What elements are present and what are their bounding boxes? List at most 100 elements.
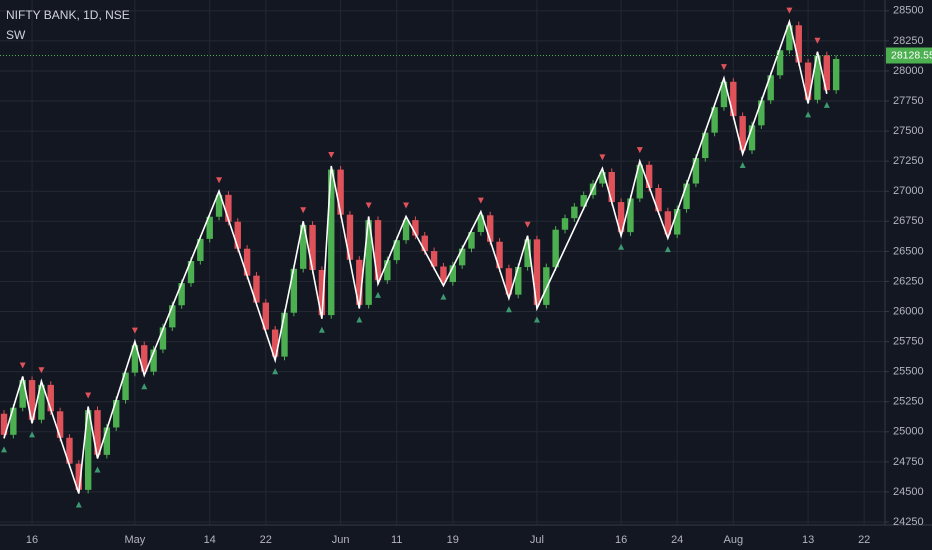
candle-body — [300, 224, 307, 269]
candle-body — [374, 220, 382, 281]
x-tick-label: May — [125, 534, 146, 546]
pivot-low-marker — [533, 316, 540, 323]
candle-body — [131, 345, 139, 373]
y-tick-label: 24750 — [893, 456, 924, 468]
candle-body — [215, 194, 223, 217]
pivot-low-marker — [29, 431, 36, 438]
candle-body — [515, 267, 522, 295]
y-tick-label: 26250 — [893, 275, 924, 287]
y-tick-label: 24500 — [893, 486, 924, 498]
plot — [0, 7, 885, 508]
pivot-high-marker — [300, 207, 307, 214]
candle-body — [225, 194, 232, 222]
pivot-high-marker — [786, 7, 793, 14]
candle-body — [402, 220, 410, 241]
candle-body — [552, 229, 559, 268]
pivot-low-marker — [318, 326, 325, 333]
pivot-high-marker — [131, 327, 138, 334]
x-tick-label: Jul — [530, 534, 544, 546]
candle-body — [393, 240, 400, 261]
candle-body — [664, 211, 672, 235]
x-tick-label: 16 — [26, 534, 38, 546]
candle-body — [524, 239, 531, 268]
candle-body — [384, 260, 391, 281]
candle-body — [430, 251, 438, 267]
pivot-low-marker — [272, 368, 279, 375]
candle-body — [458, 248, 466, 266]
y-tick-label: 27750 — [893, 95, 924, 107]
x-tick-label: 16 — [615, 534, 627, 546]
candle-body — [795, 25, 802, 63]
candle-body — [674, 209, 681, 235]
x-tick-label: 13 — [802, 534, 814, 546]
candle-body — [767, 75, 774, 101]
candle-body — [243, 248, 251, 276]
pivot-low-marker — [375, 291, 381, 298]
pivot-low-marker — [356, 316, 363, 323]
y-tick-label: 24250 — [893, 516, 924, 528]
candle-body — [309, 224, 316, 271]
candle-body — [561, 218, 569, 230]
candle-body — [113, 400, 120, 428]
x-tick-label: 19 — [447, 534, 459, 546]
pivot-low-marker — [94, 466, 101, 473]
candle-body — [197, 238, 204, 261]
candle-body — [421, 235, 428, 252]
candle-body — [365, 220, 372, 305]
pivot-low-marker — [823, 101, 830, 108]
pivot-high-marker — [524, 221, 531, 228]
pivot-high-marker — [403, 202, 410, 209]
y-tick-label: 27500 — [893, 125, 924, 137]
candle-body — [0, 413, 8, 435]
candle-body — [776, 50, 784, 76]
pivot-low-marker — [440, 293, 447, 300]
x-tick-label: 22 — [260, 534, 272, 546]
candle-body — [748, 125, 756, 151]
candle-body — [683, 183, 690, 210]
candle-body — [739, 116, 746, 151]
candle-body — [19, 380, 26, 408]
candle-body — [159, 327, 167, 350]
candle-body — [206, 216, 213, 239]
x-tick-label: Aug — [724, 534, 744, 546]
candle-body — [290, 268, 298, 313]
candle-body — [823, 55, 830, 91]
zigzag-line — [3, 18, 828, 494]
y-tick-label: 27250 — [893, 155, 924, 167]
candle-body — [141, 345, 148, 372]
candle-body — [187, 260, 195, 284]
candle-body — [627, 198, 634, 233]
chart-title: NIFTY BANK, 1D, NSE — [6, 8, 130, 22]
pivot-high-marker — [38, 367, 45, 374]
candle-body — [47, 384, 54, 412]
candle-body — [645, 164, 653, 188]
candle-body — [814, 55, 821, 100]
candle-body — [28, 380, 36, 420]
candle-body — [169, 305, 176, 328]
y-tick-label: 28000 — [893, 65, 924, 77]
candle-body — [150, 349, 157, 372]
candle-body — [758, 100, 765, 126]
candle-body — [655, 187, 662, 212]
y-tick-label: 25000 — [893, 426, 924, 438]
candle-body — [786, 25, 793, 51]
pivot-high-marker — [365, 202, 372, 209]
y-tick-label: 25250 — [893, 396, 924, 408]
candle-body — [711, 107, 718, 133]
candle-body — [103, 427, 111, 455]
pivot-high-marker — [85, 392, 92, 399]
candle-body — [328, 169, 335, 316]
candle-body — [832, 58, 840, 91]
candle-body — [730, 81, 737, 117]
candle-body — [608, 171, 615, 203]
candle-body — [702, 132, 709, 159]
candle-body — [487, 215, 494, 242]
y-tick-label: 27000 — [893, 185, 924, 197]
pivot-low-marker — [618, 243, 625, 250]
candle-body — [318, 270, 326, 316]
candle-body — [234, 221, 241, 249]
candle-body — [533, 239, 541, 305]
